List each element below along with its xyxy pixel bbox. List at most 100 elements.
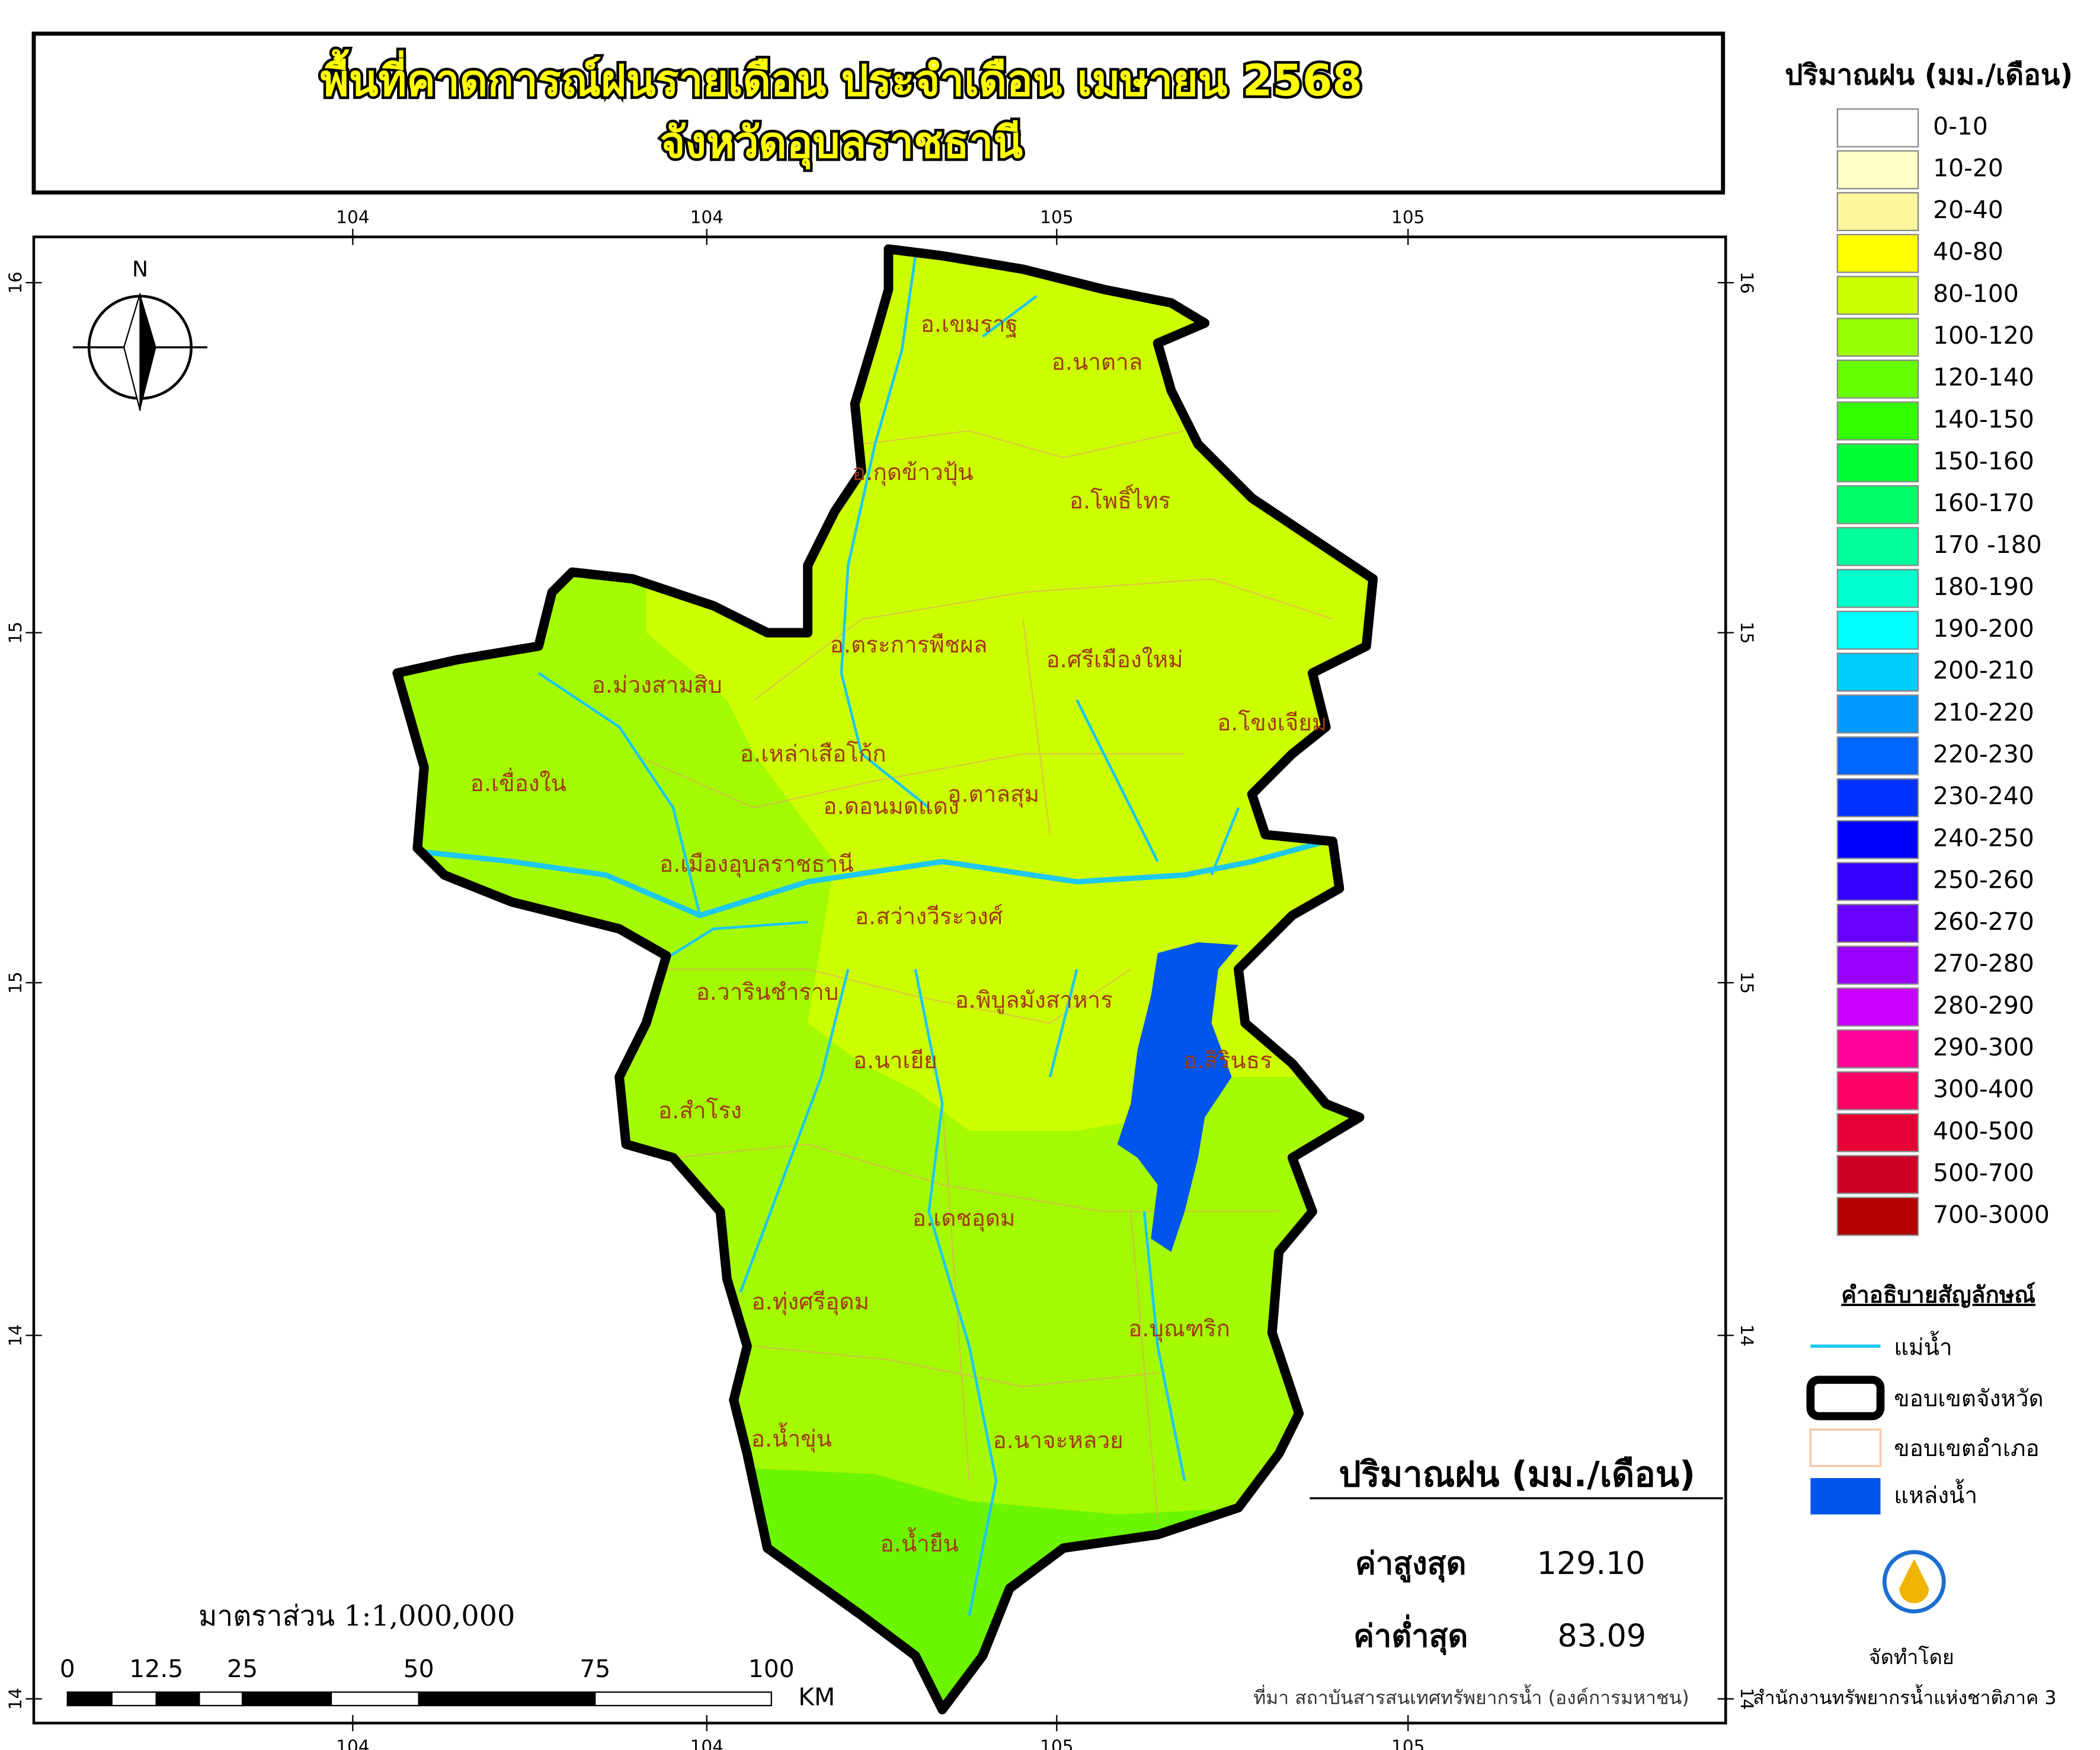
scale-segment [66, 1691, 113, 1707]
coord-label: 104 [690, 1736, 724, 1750]
compass: N [72, 257, 208, 411]
legend-swatch [1836, 108, 1919, 148]
legend-label: 500-700 [1933, 1159, 2034, 1187]
district-label: อ.ตระการพืชผล [830, 632, 988, 658]
district-label: อ.สิรินธร [1183, 1048, 1272, 1074]
scale-label: KM [798, 1683, 835, 1711]
legend-label: 300-400 [1933, 1075, 2034, 1103]
legend-swatch [1836, 1029, 1919, 1068]
legend-swatch [1836, 233, 1919, 273]
scale-label: 50 [404, 1655, 434, 1683]
legend-swatch [1836, 527, 1919, 567]
coord-label: 14 [1737, 1688, 1757, 1710]
legend-label: 10-20 [1933, 153, 2003, 182]
district-label: อ.พิบูลมังสาหาร [955, 987, 1113, 1014]
scale-segment [111, 1691, 157, 1707]
legend-label: 260-270 [1933, 907, 2034, 936]
scale-text: มาตราส่วน 1:1,000,000 [199, 1600, 515, 1633]
legend-swatch [1836, 1113, 1919, 1153]
district-label: อ.น้ำขุ่น [751, 1422, 832, 1453]
symbols-title: คำอธิบายสัญลักษณ์ [1841, 1282, 2035, 1308]
scale-segment [330, 1691, 420, 1707]
legend-swatch [1836, 610, 1919, 650]
district-label: อ.เขื่องใน [470, 767, 566, 797]
legend-swatch [1836, 987, 1919, 1027]
coord-label: 104 [336, 207, 369, 227]
legend-swatch [1836, 485, 1919, 524]
district-label: อ.บุณฑริก [1128, 1316, 1230, 1342]
province-symbol [1806, 1375, 1885, 1421]
legend-swatch [1836, 359, 1919, 399]
coord-label: 104 [690, 207, 724, 227]
legend-label: 400-500 [1933, 1116, 2034, 1145]
rivers [424, 255, 1361, 1616]
legend-swatch [1836, 568, 1919, 608]
legend-label: 140-150 [1933, 405, 2034, 433]
legend-swatch [1836, 904, 1919, 943]
symbol-label: ขอบเขตอำเภอ [1894, 1435, 2039, 1462]
legend-label: 160-170 [1933, 489, 2034, 517]
legend-swatch [1836, 1154, 1919, 1194]
legend-swatch [1836, 820, 1919, 859]
legend-label: 80-100 [1933, 279, 2019, 308]
coord-label: 16 [5, 271, 25, 294]
legend-swatch [1836, 652, 1919, 692]
scale-label: 12.5 [129, 1655, 183, 1683]
legend-label: 120-140 [1933, 363, 2034, 392]
scale-label: 75 [580, 1655, 610, 1683]
legend-label: 170 -180 [1933, 530, 2042, 559]
coord-label: 105 [1040, 1736, 1073, 1750]
district-label: อ.เดชอุดม [913, 1205, 1016, 1232]
legend-label: 230-240 [1933, 782, 2034, 810]
district-label: อ.เหล่าเสือโก้ก [740, 741, 886, 767]
district-label: อ.โขงเจียม [1217, 710, 1327, 737]
legend-label: 100-120 [1933, 321, 2034, 350]
legend-title: ปริมาณฝน (มม./เดือน) [1785, 59, 2073, 91]
legend-swatch [1836, 318, 1919, 357]
coord-label: 104 [336, 1736, 369, 1750]
legend-label: 290-300 [1933, 1033, 2034, 1061]
district-label: อ.นาเยีย [853, 1048, 937, 1074]
credit-label: จัดทำโดย [1869, 1646, 1954, 1669]
district-label: อ.ตาลสุม [947, 781, 1039, 808]
coord-label: 16 [1737, 271, 1757, 294]
legend-label: 250-260 [1933, 865, 2034, 894]
max-value: 129.10 [1537, 1546, 1646, 1582]
district-symbol [1809, 1428, 1882, 1467]
district-label: อ.ดอนมดแดง [823, 793, 959, 820]
coord-label: 15 [1737, 971, 1757, 994]
district-boundaries [632, 430, 1333, 1521]
legend-label: 190-200 [1933, 615, 2034, 643]
district-label: อ.ศรีเมืองใหม่ [1046, 647, 1183, 673]
legend-label: 280-290 [1933, 991, 2034, 1019]
max-label: ค่าสูงสุด [1355, 1546, 1466, 1583]
legend-label: 40-80 [1933, 238, 2003, 266]
coord-label: 15 [1737, 622, 1757, 644]
scale-segment [241, 1691, 332, 1707]
legend-label: 200-210 [1933, 656, 2034, 684]
legend-swatch [1836, 694, 1919, 734]
scale-segment [418, 1691, 596, 1707]
scale-segment [155, 1691, 200, 1707]
district-label: อ.สำโรง [658, 1098, 742, 1124]
reservoir [1117, 942, 1239, 1252]
legend-swatch [1836, 401, 1919, 441]
title-box [31, 31, 1726, 195]
legend-swatch [1836, 945, 1919, 985]
scale-segment [594, 1691, 772, 1707]
subtitle: จังหวัดอุบลราชธานี [660, 118, 1023, 169]
legend-swatch [1836, 862, 1919, 901]
district-label: อ.โพธิ์ไทร [1070, 484, 1171, 514]
credit-org: สำนักงานทรัพยากรน้ำแห่งชาติภาค 3 [1753, 1684, 2056, 1709]
source: ที่มา สถาบันสารสนเทศทรัพยากรน้ำ (องค์การ… [1253, 1684, 1689, 1709]
legend-swatch [1836, 443, 1919, 482]
legend-label: 20-40 [1933, 196, 2003, 224]
min-value: 83.09 [1558, 1618, 1647, 1654]
district-label: อ.น้ำยืน [880, 1527, 959, 1557]
legend-swatch [1836, 1196, 1919, 1236]
water-symbol [1810, 1478, 1881, 1515]
legend-swatch [1836, 192, 1919, 232]
